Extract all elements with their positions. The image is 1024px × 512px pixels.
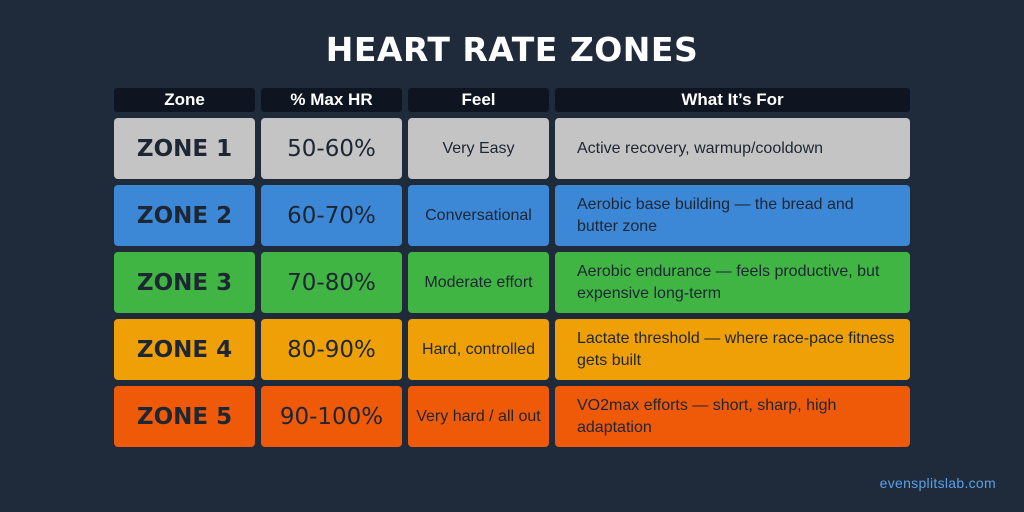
table-row: ZONE 4 80-90% Hard, controlled Lactate t… [114, 319, 910, 380]
purpose-cell: Lactate threshold — where race-pace fitn… [555, 319, 910, 380]
max-hr-cell: 50-60% [261, 118, 402, 179]
max-hr-cell: 80-90% [261, 319, 402, 380]
max-hr-cell: 90-100% [261, 386, 402, 447]
table-row: ZONE 1 50-60% Very Easy Active recovery,… [114, 118, 910, 179]
table-row: ZONE 5 90-100% Very hard / all out VO2ma… [114, 386, 910, 447]
feel-cell: Very hard / all out [408, 386, 549, 447]
zone-cell: ZONE 1 [114, 118, 255, 179]
feel-cell: Very Easy [408, 118, 549, 179]
table-row: ZONE 2 60-70% Conversational Aerobic bas… [114, 185, 910, 246]
feel-cell: Moderate effort [408, 252, 549, 313]
header-max-hr: % Max HR [261, 88, 402, 112]
zone-cell: ZONE 3 [114, 252, 255, 313]
max-hr-cell: 60-70% [261, 185, 402, 246]
zone-cell: ZONE 2 [114, 185, 255, 246]
purpose-cell: Aerobic endurance — feels productive, bu… [555, 252, 910, 313]
feel-cell: Conversational [408, 185, 549, 246]
header-zone: Zone [114, 88, 255, 112]
header-feel: Feel [408, 88, 549, 112]
max-hr-cell: 70-80% [261, 252, 402, 313]
zone-cell: ZONE 4 [114, 319, 255, 380]
table-row: ZONE 3 70-80% Moderate effort Aerobic en… [114, 252, 910, 313]
feel-cell: Hard, controlled [408, 319, 549, 380]
purpose-cell: Aerobic base building — the bread and bu… [555, 185, 910, 246]
purpose-cell: Active recovery, warmup/cooldown [555, 118, 910, 179]
table-header: Zone % Max HR Feel What It’s For [114, 88, 910, 112]
zone-cell: ZONE 5 [114, 386, 255, 447]
page-title: HEART RATE ZONES [325, 30, 699, 69]
site-link[interactable]: evensplitslab.com [879, 475, 996, 491]
purpose-cell: VO2max efforts — short, sharp, high adap… [555, 386, 910, 447]
header-purpose: What It’s For [555, 88, 910, 112]
zones-table: Zone % Max HR Feel What It’s For ZONE 1 … [114, 88, 910, 453]
